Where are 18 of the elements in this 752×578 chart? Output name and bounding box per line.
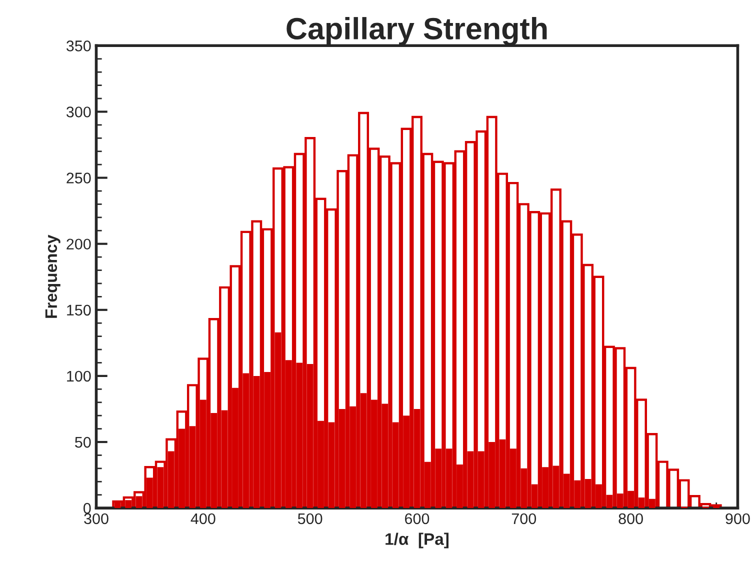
y-tick-label: 50 [75,436,91,448]
y-tick-label: 250 [66,172,91,184]
x-tick-label: 800 [618,513,643,524]
y-tick-label: 350 [66,40,91,52]
y-tick-label: 150 [67,304,91,316]
x-tick-label: 500 [298,513,322,524]
y-axis-title: Frequency [45,234,60,318]
y-tick-label: 200 [66,238,91,250]
x-tick-label: 600 [405,513,430,524]
y-tick-label: 300 [66,106,91,118]
chart-title: Capillary Strength [286,17,547,46]
x-tick-label: 300 [84,513,108,524]
y-tick-label: 0 [83,502,91,514]
y-tick-label: 100 [67,370,91,382]
x-tick-label: 400 [190,513,216,524]
x-axis-title: 1/α [Pa] [386,532,448,548]
x-tick-label: 900 [726,513,750,524]
x-tick-label: 700 [512,513,536,524]
